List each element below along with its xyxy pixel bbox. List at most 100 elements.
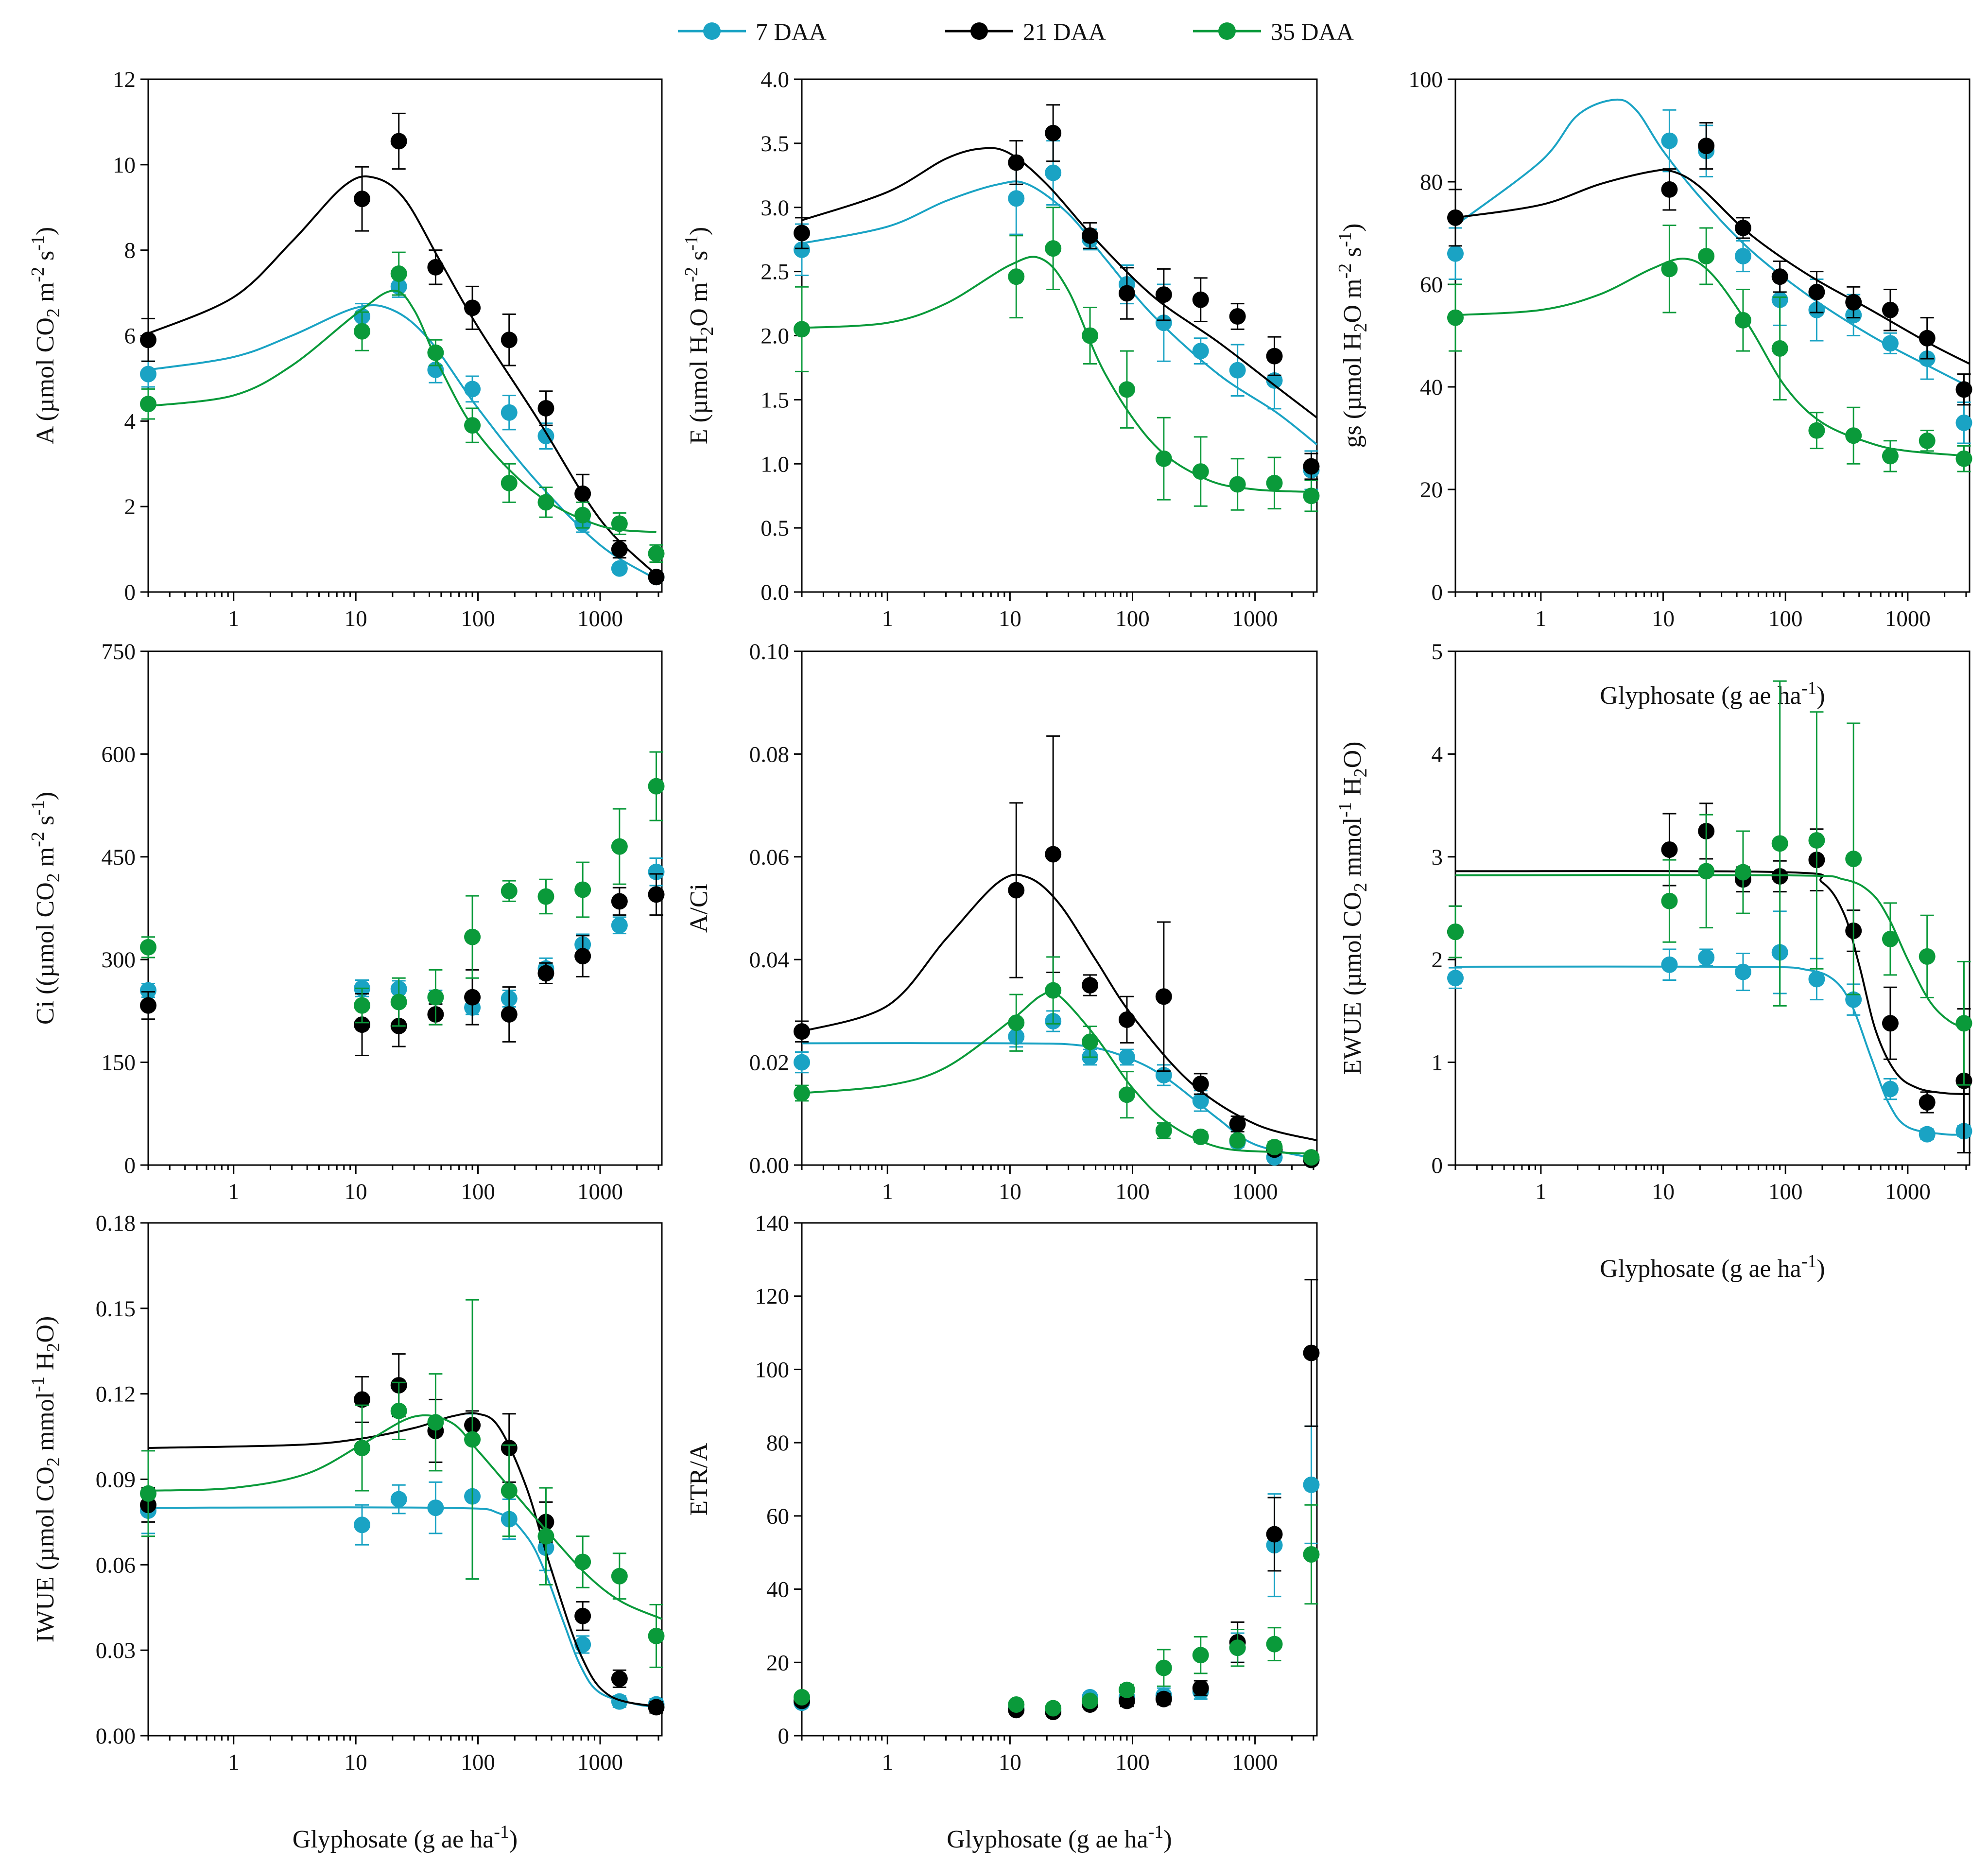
data-point xyxy=(574,881,591,898)
data-point xyxy=(611,1568,628,1585)
data-point xyxy=(501,1006,518,1023)
plot-frame-ACi xyxy=(801,650,1318,1166)
y-tick-label: 100 xyxy=(1409,67,1443,92)
x-tick-label: 1 xyxy=(228,606,240,631)
series-35-daa xyxy=(794,956,1320,1166)
data-point xyxy=(1698,949,1715,966)
x-tick-label: 10 xyxy=(345,1750,367,1775)
fit-line xyxy=(1455,258,1970,457)
data-point xyxy=(1882,1015,1899,1032)
data-point xyxy=(537,494,554,511)
data-point xyxy=(794,1054,810,1071)
data-point xyxy=(464,299,481,316)
y-tick-label: 20 xyxy=(1420,477,1443,503)
data-point xyxy=(501,883,518,900)
data-point xyxy=(1082,977,1099,994)
y-tick-label: 0 xyxy=(1432,580,1443,605)
y-tick-label: 4 xyxy=(124,409,136,434)
legend: 7 DAA 21 DAA 35 DAA xyxy=(678,18,1354,45)
data-point xyxy=(1845,991,1862,1008)
data-point xyxy=(1447,923,1464,941)
y-tick-label: 4 xyxy=(1432,742,1443,767)
data-point xyxy=(390,1491,407,1508)
y-tick-label: 0.12 xyxy=(96,1382,136,1407)
series-35-daa xyxy=(1447,225,1972,472)
chart-E: 0.0 0.5 1.0 1.5 2.0 2.5 3.0 3.5 4.0 1 10 100 1000 E (… xyxy=(681,67,1320,631)
data-point xyxy=(1303,1344,1320,1361)
y-tick-label: 0.06 xyxy=(749,845,789,870)
y-tick-label: 0.02 xyxy=(749,1050,789,1076)
y-tick-label: 40 xyxy=(1420,375,1443,400)
y-tick-label: 2 xyxy=(124,494,136,520)
y-tick-label: 0.08 xyxy=(749,742,789,767)
data-point xyxy=(354,1016,371,1033)
x-axis-label: Glyphosate (g ae ha-1) xyxy=(947,1822,1172,1853)
data-point xyxy=(574,485,591,502)
x-tick-label: 10 xyxy=(999,606,1021,631)
data-point xyxy=(1192,463,1209,480)
data-point xyxy=(1045,846,1062,863)
data-point xyxy=(1192,1128,1209,1145)
data-point xyxy=(354,997,371,1014)
data-point xyxy=(1661,132,1678,149)
series-7-daa xyxy=(140,275,665,586)
data-point xyxy=(611,515,628,532)
data-point xyxy=(1955,1015,1972,1032)
y-tick-label: 80 xyxy=(766,1430,789,1456)
data-point xyxy=(1808,422,1825,439)
data-point xyxy=(1771,835,1788,852)
data-point xyxy=(1266,1526,1283,1543)
data-point xyxy=(1808,832,1825,849)
y-tick-label: 0.04 xyxy=(749,947,789,973)
data-point xyxy=(390,1402,407,1419)
fit-line xyxy=(1455,870,1970,1096)
series-21-daa xyxy=(794,104,1320,480)
series-35-daa xyxy=(1447,680,1972,1086)
data-point xyxy=(1447,309,1464,326)
data-point xyxy=(1266,1636,1283,1653)
fit-line xyxy=(801,990,1317,1155)
x-tick-label: 1000 xyxy=(1232,1750,1278,1775)
data-point xyxy=(1008,268,1025,285)
data-point xyxy=(1919,432,1936,449)
data-point xyxy=(1919,1094,1936,1111)
data-point xyxy=(1734,219,1751,236)
y-tick-label: 60 xyxy=(1420,272,1443,297)
data-point xyxy=(354,191,371,208)
x-tick-label: 1 xyxy=(228,1750,240,1775)
data-point xyxy=(1955,381,1972,398)
data-point xyxy=(1734,864,1751,881)
y-tick-label: 300 xyxy=(102,947,136,973)
y-tick-label: 8 xyxy=(124,238,136,263)
y-tick-label: 0.18 xyxy=(96,1211,136,1236)
data-point xyxy=(648,886,665,903)
fit-line xyxy=(801,147,1318,418)
y-tick-label: 4.0 xyxy=(761,67,789,92)
data-point xyxy=(537,888,554,905)
y-tick-label: 0.06 xyxy=(96,1552,136,1578)
data-point xyxy=(537,400,554,417)
data-point xyxy=(1118,1049,1135,1066)
y-tick-label: 0.10 xyxy=(749,639,789,664)
data-point xyxy=(427,259,444,276)
data-point xyxy=(140,982,156,999)
series-35-daa xyxy=(794,207,1320,512)
y-tick-label: 2.0 xyxy=(761,324,789,349)
y-tick-label: 2 xyxy=(1432,947,1443,973)
data-point xyxy=(1192,291,1209,308)
x-tick-label: 10 xyxy=(345,1179,367,1204)
plot-frame-ETRA xyxy=(801,1222,1318,1737)
data-point xyxy=(1447,970,1464,987)
data-point xyxy=(1229,1639,1246,1656)
fit-line xyxy=(1455,169,1970,365)
chart-A: 0 2 4 6 8 10 12 1 10 100 1000 A (µmol CO2 m-2 s-1) xyxy=(28,67,665,631)
data-point xyxy=(1118,285,1135,302)
y-tick-label: 12 xyxy=(113,67,136,92)
data-point xyxy=(501,474,518,491)
data-point xyxy=(648,545,665,562)
y-tick-label: 140 xyxy=(755,1211,790,1236)
y-tick-label: 10 xyxy=(113,153,136,178)
data-point xyxy=(140,396,156,413)
y-tick-label: 3 xyxy=(1432,845,1443,870)
y-tick-label: 0.5 xyxy=(761,516,789,541)
